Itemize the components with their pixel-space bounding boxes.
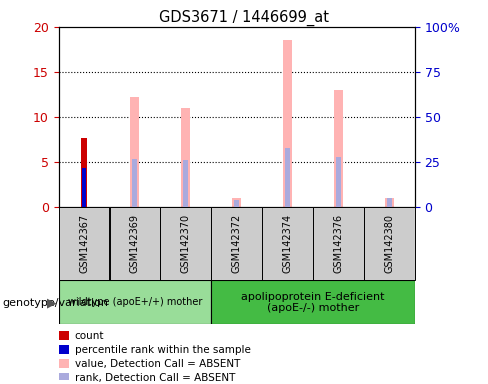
Bar [59,207,109,280]
Text: value, Detection Call = ABSENT: value, Detection Call = ABSENT [75,359,240,369]
Bar [183,161,188,207]
Bar [211,207,262,280]
Bar [59,280,211,324]
Bar [262,207,313,280]
Text: GDS3671 / 1446699_at: GDS3671 / 1446699_at [159,10,329,26]
Bar [132,159,138,207]
Text: count: count [75,331,104,341]
Text: genotype/variation: genotype/variation [2,298,108,308]
Text: wildtype (apoE+/+) mother: wildtype (apoE+/+) mother [68,297,202,308]
Bar [81,138,87,207]
Text: GSM142376: GSM142376 [333,214,344,273]
Text: rank, Detection Call = ABSENT: rank, Detection Call = ABSENT [75,372,235,383]
Bar [232,198,241,207]
Bar [334,90,343,207]
Bar [364,207,415,280]
Bar [285,148,290,207]
Bar [59,331,68,340]
Bar [211,280,415,324]
Bar [283,40,292,207]
Bar [59,345,68,354]
Text: GSM142374: GSM142374 [283,214,293,273]
Text: GSM142367: GSM142367 [79,214,89,273]
Bar [181,108,190,207]
Text: ▶: ▶ [47,297,57,310]
Bar [130,97,140,207]
Bar [109,207,160,280]
Text: GSM142370: GSM142370 [181,214,191,273]
Bar [387,198,392,207]
Bar [59,373,68,382]
Bar [234,200,239,207]
Bar [336,157,341,207]
Bar [385,198,394,207]
Text: GSM142372: GSM142372 [232,214,242,273]
Bar [82,168,85,207]
Text: apolipoprotein E-deficient
(apoE-/-) mother: apolipoprotein E-deficient (apoE-/-) mot… [241,291,385,313]
Bar [161,207,211,280]
Bar [313,207,364,280]
Text: GSM142380: GSM142380 [385,214,394,273]
Text: percentile rank within the sample: percentile rank within the sample [75,345,250,355]
Bar [59,359,68,368]
Text: GSM142369: GSM142369 [130,214,140,273]
